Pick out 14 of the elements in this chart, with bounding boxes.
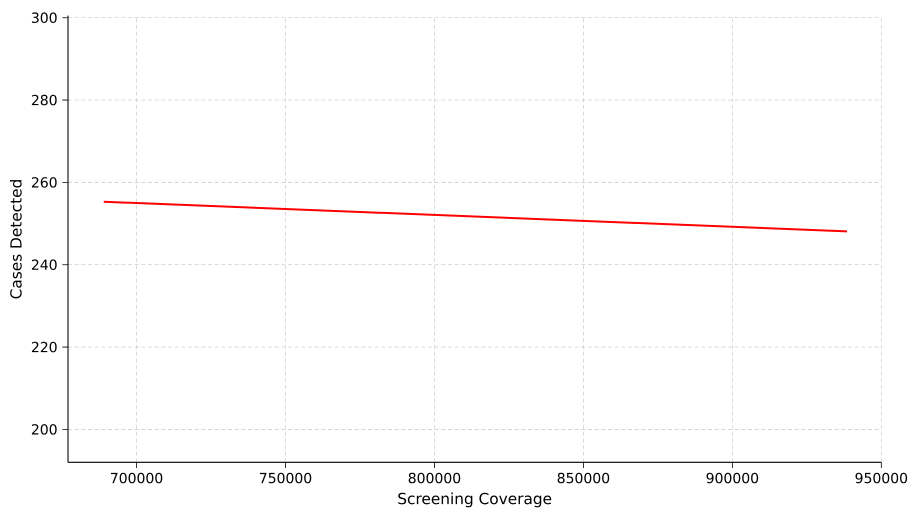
x-tick-label: 950000 — [855, 472, 908, 484]
x-tick-label: 850000 — [558, 472, 610, 484]
x-tick-label: 750000 — [260, 472, 312, 484]
x-tick-label: 700000 — [110, 472, 162, 484]
x-tick-label: 800000 — [408, 472, 460, 484]
y-tick-label: 300 — [32, 12, 57, 23]
y-tick-label: 240 — [32, 259, 57, 270]
y-tick-label: 200 — [32, 424, 57, 435]
x-axis-title: Screening Coverage — [398, 492, 552, 508]
y-axis-title: Cases Detected — [10, 180, 22, 298]
y-tick-label: 260 — [32, 177, 57, 188]
x-tick-label: 900000 — [706, 472, 758, 484]
y-tick-label: 280 — [32, 94, 57, 106]
y-tick-label: 220 — [32, 342, 57, 352]
